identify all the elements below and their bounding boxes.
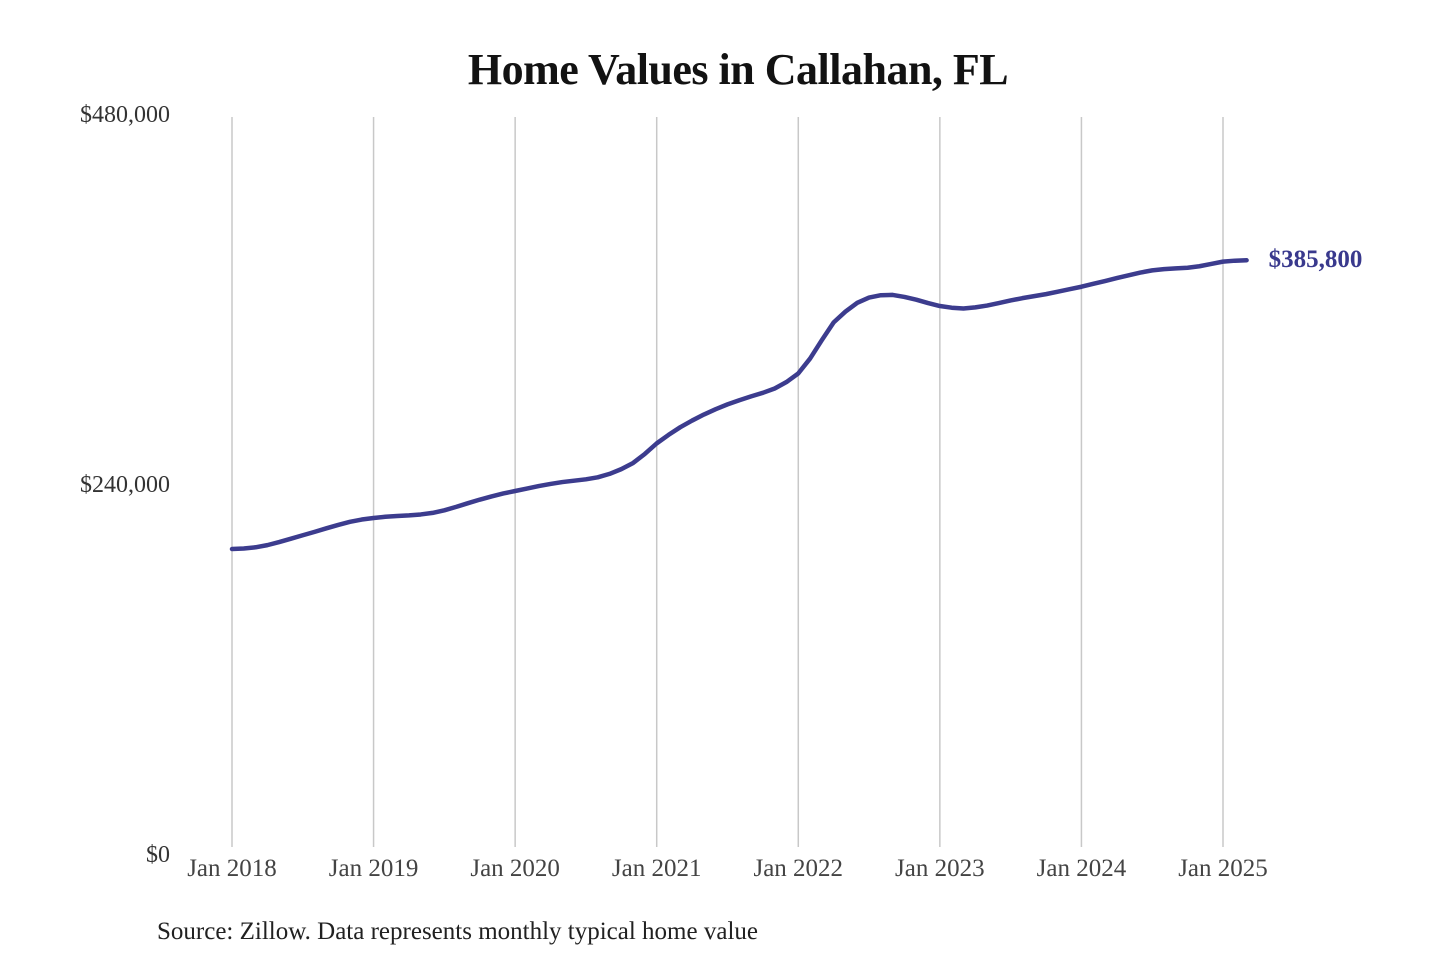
x-tick-label: Jan 2025 [1178, 855, 1268, 882]
end-value-label: $385,800 [1268, 246, 1363, 274]
y-tick-label: $480,000 [80, 102, 170, 128]
home-value-line [229, 257, 1249, 552]
x-tick-label: Jan 2021 [611, 855, 702, 882]
y-tick-label: $0 [146, 842, 170, 868]
x-tick-label: Jan 2022 [753, 855, 844, 882]
x-tick-label: Jan 2019 [328, 855, 419, 882]
y-tick-label: $240,000 [80, 472, 170, 498]
x-tick-label: Jan 2024 [1036, 855, 1127, 882]
x-tick-label: Jan 2023 [895, 855, 985, 882]
chart-title: Home Values in Callahan, FL [467, 45, 1009, 94]
x-tick-label: Jan 2020 [470, 855, 560, 882]
source-note: Source: Zillow. Data represents monthly … [157, 918, 758, 945]
x-tick-label: Jan 2018 [187, 855, 277, 882]
